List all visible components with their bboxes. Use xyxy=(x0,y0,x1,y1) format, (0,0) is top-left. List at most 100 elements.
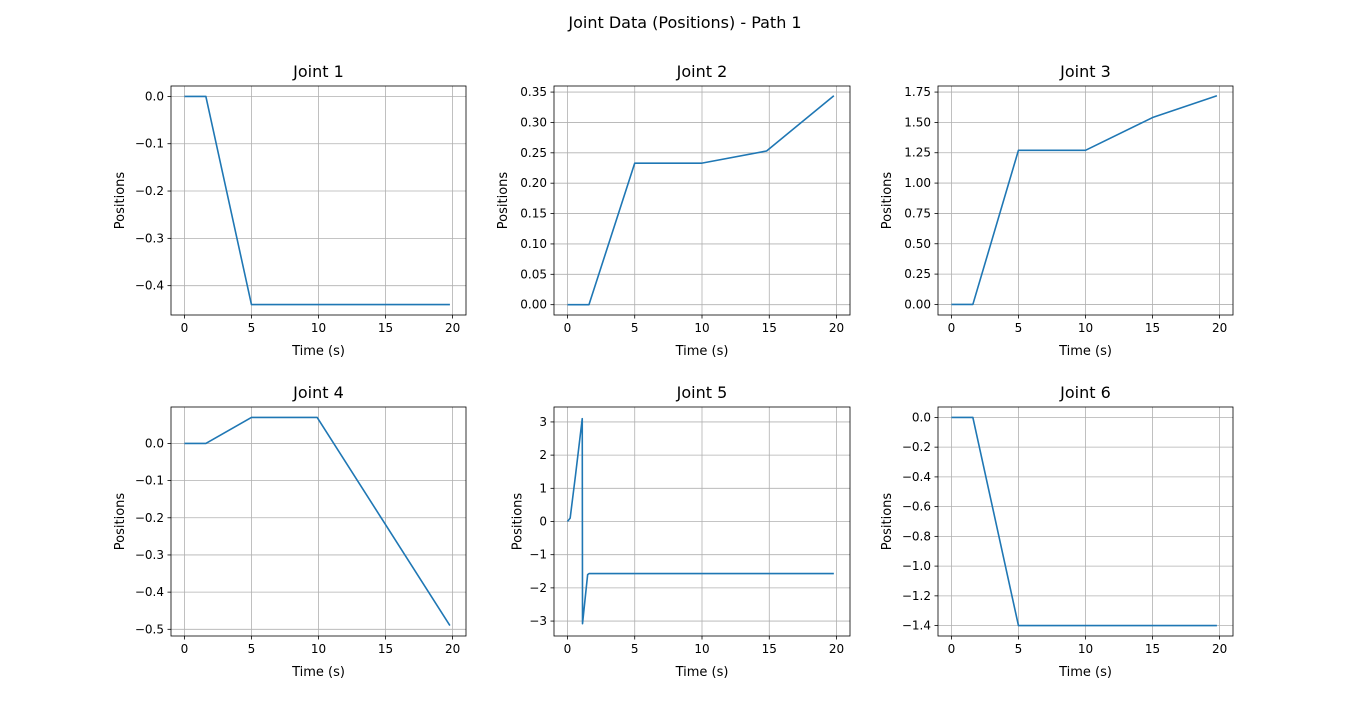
x-tick-label: 20 xyxy=(829,321,844,335)
y-axis-label: Positions xyxy=(496,172,511,230)
y-tick-label: −0.3 xyxy=(135,231,164,245)
y-tick-label: 2 xyxy=(539,448,547,462)
x-tick-label: 5 xyxy=(248,321,256,335)
x-tick-label: 10 xyxy=(1078,321,1093,335)
x-tick-label: 5 xyxy=(1015,321,1023,335)
y-tick-label: 1.00 xyxy=(904,176,931,190)
y-tick-label: −1.2 xyxy=(902,589,931,603)
subplot-title: Joint 6 xyxy=(1059,383,1111,402)
x-tick-label: 15 xyxy=(1145,321,1160,335)
y-tick-label: −0.4 xyxy=(135,585,164,599)
x-tick-label: 0 xyxy=(181,642,189,656)
x-tick-label: 5 xyxy=(1015,642,1023,656)
y-axis-label: Positions xyxy=(880,172,895,230)
y-tick-label: −0.3 xyxy=(135,548,164,562)
y-tick-label: −0.5 xyxy=(135,622,164,636)
axes-frame xyxy=(553,406,851,637)
y-tick-label: 1 xyxy=(539,481,547,495)
y-tick-label: −2 xyxy=(529,581,547,595)
x-tick-label: 0 xyxy=(948,321,956,335)
x-tick-label: 0 xyxy=(564,321,572,335)
y-axis-label: Positions xyxy=(511,493,526,551)
x-tick-label: 20 xyxy=(829,642,844,656)
x-tick-label: 0 xyxy=(564,642,572,656)
x-tick-label: 15 xyxy=(1145,642,1160,656)
y-tick-label: −0.4 xyxy=(135,279,164,293)
y-tick-label: 3 xyxy=(539,415,547,429)
series-line-joint-5 xyxy=(566,417,834,625)
subplot-title: Joint 2 xyxy=(676,62,728,81)
subplot-joint-3: 0 5 10 15 20 0.00 0.25 0.50 0.75 1.00 1.25 1.50 1.75… xyxy=(880,62,1234,359)
y-tick-label: 0.0 xyxy=(145,436,164,450)
x-tick-label: 15 xyxy=(762,321,777,335)
y-tick-label: −3 xyxy=(529,614,547,628)
x-axis-label: Time (s) xyxy=(675,344,729,359)
y-tick-label: −0.6 xyxy=(902,500,931,514)
axes-frame xyxy=(553,85,851,316)
y-tick-label: −0.2 xyxy=(135,511,164,525)
axes-frame xyxy=(937,406,1234,637)
y-axis-label: Positions xyxy=(113,493,128,551)
axes-frame xyxy=(170,85,467,316)
y-tick-label: −0.2 xyxy=(902,440,931,454)
series-line-joint-2 xyxy=(567,95,835,306)
subplot-joint-4: 0 5 10 15 20 0.0 −0.1 −0.2 −0.3 −0.4 −0.5 Joint 4 Ti… xyxy=(113,383,467,680)
x-axis-label: Time (s) xyxy=(675,665,729,680)
subplot-title: Joint 5 xyxy=(676,383,728,402)
y-tick-label: 0.20 xyxy=(520,176,547,190)
y-axis-label: Positions xyxy=(880,493,895,551)
y-tick-label: 0.25 xyxy=(904,267,931,281)
x-tick-label: 10 xyxy=(311,321,326,335)
x-tick-label: 10 xyxy=(1078,642,1093,656)
x-tick-label: 10 xyxy=(694,642,709,656)
y-tick-label: 0.25 xyxy=(520,146,547,160)
y-tick-label: −1 xyxy=(529,548,547,562)
subplot-joint-2: 0 5 10 15 20 0.00 0.05 0.10 0.15 0.20 0.25 0.30 0.35… xyxy=(496,62,851,359)
subplot-joint-6: 0 5 10 15 20 0.0 −0.2 −0.4 −0.6 −0.8 −1.0 −1.2 −1.4 J… xyxy=(880,383,1234,680)
y-tick-label: 0.50 xyxy=(904,237,931,251)
x-tick-label: 15 xyxy=(378,642,393,656)
y-tick-label: 0.05 xyxy=(520,267,547,281)
y-tick-label: −1.0 xyxy=(902,559,931,573)
figure-suptitle: Joint Data (Positions) - Path 1 xyxy=(567,13,801,32)
y-tick-label: 0.75 xyxy=(904,206,931,220)
y-tick-label: 0.15 xyxy=(520,207,547,221)
y-tick-label: −0.4 xyxy=(902,470,931,484)
x-tick-label: 20 xyxy=(445,642,460,656)
x-axis-label: Time (s) xyxy=(1058,344,1112,359)
y-tick-label: 1.25 xyxy=(904,146,931,160)
series-line-joint-1 xyxy=(184,95,450,306)
y-tick-label: −1.4 xyxy=(902,619,931,633)
series-line-joint-4 xyxy=(184,416,451,627)
y-tick-label: 0.00 xyxy=(904,297,931,311)
x-tick-label: 5 xyxy=(248,642,256,656)
x-tick-label: 0 xyxy=(181,321,189,335)
series-line-joint-6 xyxy=(951,416,1217,627)
y-axis-label: Positions xyxy=(113,172,128,230)
x-tick-label: 15 xyxy=(378,321,393,335)
y-tick-label: −0.1 xyxy=(135,474,164,488)
y-tick-label: 0.35 xyxy=(520,85,547,99)
x-tick-label: 0 xyxy=(948,642,956,656)
subplot-title: Joint 4 xyxy=(292,383,344,402)
y-tick-label: 1.75 xyxy=(904,85,931,99)
subplot-joint-1: 0 5 10 15 20 0.0 −0.1 −0.2 −0.3 −0.4 Joint 1 Time (… xyxy=(113,62,467,359)
x-axis-label: Time (s) xyxy=(291,665,345,680)
y-tick-label: 0.0 xyxy=(912,410,931,424)
subplot-title: Joint 1 xyxy=(292,62,344,81)
x-tick-label: 10 xyxy=(311,642,326,656)
x-tick-label: 10 xyxy=(694,321,709,335)
y-tick-label: −0.2 xyxy=(135,184,164,198)
axes-frame xyxy=(170,406,467,637)
x-tick-label: 20 xyxy=(445,321,460,335)
x-tick-label: 5 xyxy=(631,642,639,656)
x-tick-label: 20 xyxy=(1212,642,1227,656)
y-tick-label: 0.00 xyxy=(520,298,547,312)
x-tick-label: 20 xyxy=(1212,321,1227,335)
subplot-title: Joint 3 xyxy=(1059,62,1111,81)
series-line-joint-3 xyxy=(951,94,1218,306)
y-tick-label: 0.10 xyxy=(520,237,547,251)
